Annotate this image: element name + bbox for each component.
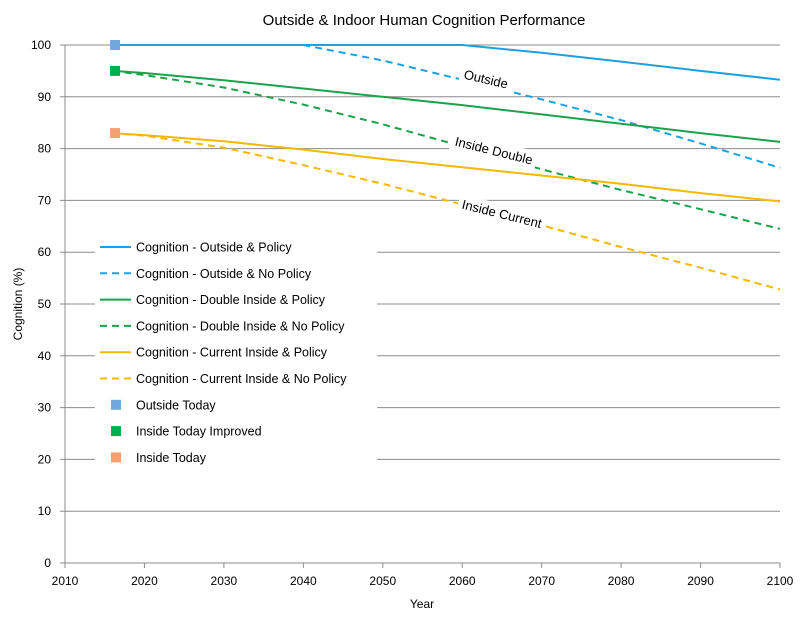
axes	[60, 44, 781, 568]
y-tick-label: 70	[38, 193, 52, 207]
legend-marker	[111, 399, 121, 410]
annotation-label: Outside	[458, 63, 514, 95]
annotation-text: Inside Current	[460, 197, 543, 231]
y-tick-label: 20	[38, 452, 52, 466]
series-lines	[110, 40, 781, 291]
y-tick-label: 50	[38, 297, 52, 311]
series-line	[303, 44, 781, 169]
annotation-background	[449, 130, 539, 171]
legend-label: Inside Today Improved	[136, 425, 262, 439]
y-tick-label: 90	[38, 90, 52, 104]
legend-marker	[111, 452, 121, 463]
y-tick-label: 30	[38, 401, 52, 415]
data-point-marker	[110, 65, 121, 76]
y-tick-label: 40	[38, 349, 52, 363]
legend-label: Outside Today	[136, 398, 216, 412]
series-line	[112, 69, 781, 143]
x-tick-label: 2090	[687, 574, 714, 588]
legend: Cognition - Outside & Policy Cognition - …	[95, 234, 377, 475]
legend-label: Cognition - Double Inside & Policy	[136, 293, 326, 307]
series-line	[112, 69, 781, 230]
legend-background	[95, 234, 377, 475]
annotation-background	[458, 63, 514, 95]
y-axis-title: Cognition (%)	[11, 268, 25, 341]
annotation-background	[456, 193, 548, 234]
annotation-label: Inside Double	[449, 130, 539, 171]
x-axis-title: Year	[410, 597, 434, 611]
data-point-marker	[110, 40, 121, 50]
x-tick-label: 2040	[290, 574, 317, 588]
legend-label: Cognition - Current Inside & No Policy	[136, 372, 347, 386]
series-line	[112, 132, 781, 291]
legend-label: Cognition - Outside & Policy	[136, 241, 292, 255]
x-tick-label: 2100	[767, 574, 794, 588]
legend-label: Cognition - Double Inside & No Policy	[136, 319, 345, 333]
x-tick-label: 2070	[528, 574, 555, 588]
series-line	[112, 132, 781, 203]
x-tick-label: 2010	[52, 574, 79, 588]
y-tick-label: 0	[44, 556, 51, 570]
legend-label: Cognition - Outside & No Policy	[136, 267, 312, 281]
legend-label: Cognition - Current Inside & Policy	[136, 346, 328, 360]
legend-label: Inside Today	[136, 451, 207, 465]
annotation-text: Inside Double	[453, 134, 534, 168]
annotation-label: Inside Current	[456, 193, 548, 234]
series-line	[112, 44, 781, 81]
chart-title: Outside & Indoor Human Cognition Perform…	[263, 12, 586, 29]
x-tick-label: 2020	[131, 574, 158, 588]
y-tick-label: 100	[31, 38, 51, 52]
data-point-marker	[110, 128, 121, 139]
x-tick-label: 2060	[449, 574, 476, 588]
x-tick-label: 2050	[369, 574, 396, 588]
x-tick-label: 2080	[608, 574, 635, 588]
x-tick-label: 2030	[211, 574, 238, 588]
y-tick-label: 10	[38, 504, 52, 518]
y-tick-label: 60	[38, 245, 52, 259]
y-tick-label: 80	[38, 142, 52, 156]
legend-marker	[111, 426, 121, 437]
